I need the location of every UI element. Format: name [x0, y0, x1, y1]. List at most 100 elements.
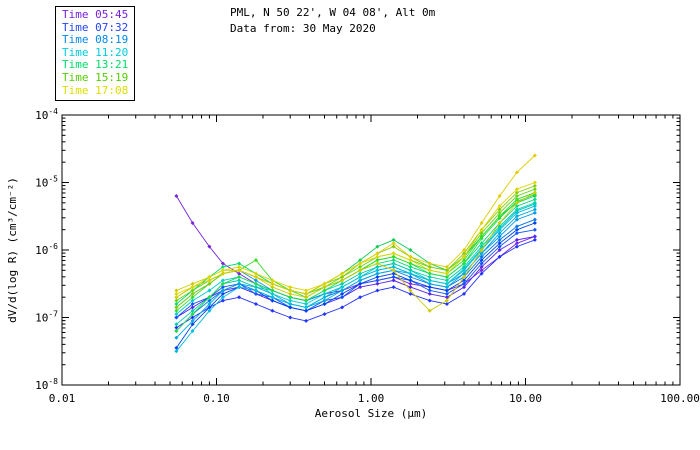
- data-point-marker: [532, 210, 537, 215]
- data-point-marker: [497, 204, 502, 209]
- data-point-marker: [514, 244, 519, 249]
- data-point-marker: [427, 285, 432, 290]
- data-point-marker: [532, 190, 537, 195]
- data-point-marker: [288, 305, 293, 310]
- data-point-marker: [532, 197, 537, 202]
- data-point-marker: [190, 298, 195, 303]
- plot-frame: [61, 114, 681, 386]
- y-tick-label: 10-4: [35, 107, 58, 122]
- data-point-marker: [479, 241, 484, 246]
- data-point-marker: [253, 278, 258, 283]
- data-point-marker: [462, 261, 467, 266]
- data-point-marker: [375, 271, 380, 276]
- data-point-marker: [358, 285, 363, 290]
- data-point-marker: [174, 345, 179, 350]
- data-point-marker: [207, 278, 212, 283]
- data-point-marker: [408, 258, 413, 263]
- data-point-marker: [304, 295, 309, 300]
- data-point-marker: [358, 268, 363, 273]
- data-point-marker: [174, 308, 179, 313]
- data-point-marker: [190, 315, 195, 320]
- data-point-marker: [444, 281, 449, 286]
- series-line: [176, 192, 536, 312]
- data-point-marker: [220, 295, 225, 300]
- y-axis-title: dV/d(log R) (cm³/cm⁻²): [6, 177, 19, 323]
- data-point-marker: [237, 278, 242, 283]
- data-point-marker: [479, 234, 484, 239]
- data-point-marker: [190, 288, 195, 293]
- data-point-marker: [174, 302, 179, 306]
- data-point-marker: [375, 264, 380, 269]
- data-point-marker: [514, 170, 519, 175]
- data-point-marker: [220, 268, 225, 273]
- data-point-marker: [270, 278, 275, 283]
- data-point-marker: [207, 288, 212, 293]
- data-point-marker: [408, 285, 413, 290]
- data-point-marker: [408, 264, 413, 269]
- data-point-marker: [444, 268, 449, 273]
- data-point-marker: [220, 285, 225, 290]
- data-point-marker: [358, 281, 363, 286]
- data-point-marker: [375, 278, 380, 283]
- data-point-marker: [375, 261, 380, 266]
- data-point-marker: [190, 312, 195, 317]
- legend-item: Time 15:19: [62, 70, 129, 84]
- data-point-marker: [253, 275, 258, 279]
- data-point-marker: [479, 227, 484, 232]
- data-point-marker: [288, 295, 293, 300]
- data-point-marker: [391, 275, 396, 279]
- data-point-marker: [444, 275, 449, 279]
- data-point-marker: [358, 261, 363, 266]
- data-point-marker: [190, 281, 195, 286]
- data-point-marker: [207, 275, 212, 279]
- data-point-marker: [288, 302, 293, 306]
- data-point-marker: [174, 349, 179, 354]
- data-point-marker: [462, 281, 467, 286]
- data-point-marker: [340, 288, 345, 293]
- data-point-marker: [253, 288, 258, 293]
- data-point-marker: [322, 285, 327, 290]
- data-point-marker: [514, 200, 519, 205]
- data-point-marker: [514, 241, 519, 246]
- series-line: [176, 202, 536, 325]
- data-point-marker: [408, 248, 413, 252]
- data-point-marker: [322, 291, 327, 296]
- series-line: [176, 203, 536, 315]
- data-point-marker: [207, 305, 212, 310]
- data-point-marker: [237, 271, 242, 276]
- data-point-marker: [358, 271, 363, 276]
- data-point-marker: [237, 285, 242, 290]
- data-point-marker: [220, 288, 225, 293]
- data-point-marker: [253, 271, 258, 276]
- data-point-marker: [427, 268, 432, 273]
- data-point-marker: [207, 281, 212, 286]
- data-point-marker: [462, 258, 467, 263]
- data-point-marker: [444, 285, 449, 290]
- y-tick-label: 10-8: [35, 377, 58, 392]
- data-point-marker: [427, 291, 432, 296]
- data-point-marker: [514, 214, 519, 219]
- data-point-marker: [322, 281, 327, 286]
- data-point-marker: [479, 268, 484, 273]
- series-line: [176, 222, 536, 349]
- data-point-marker: [444, 298, 449, 303]
- data-point-marker: [253, 285, 258, 290]
- data-point-marker: [479, 248, 484, 252]
- data-point-marker: [174, 288, 179, 293]
- data-point-marker: [304, 298, 309, 303]
- data-point-marker: [304, 288, 309, 293]
- data-point-marker: [288, 288, 293, 293]
- data-point-marker: [514, 217, 519, 222]
- data-point-marker: [391, 244, 396, 249]
- data-point-marker: [340, 271, 345, 276]
- y-tick-label: 10-6: [35, 242, 58, 257]
- data-point-marker: [288, 298, 293, 303]
- data-point-marker: [479, 261, 484, 266]
- data-point-marker: [190, 322, 195, 327]
- data-point-marker: [270, 308, 275, 313]
- data-point-marker: [237, 268, 242, 273]
- legend-item: Time 11:20: [62, 45, 129, 59]
- data-point-marker: [497, 234, 502, 239]
- data-point-marker: [532, 200, 537, 205]
- data-point-marker: [190, 302, 195, 306]
